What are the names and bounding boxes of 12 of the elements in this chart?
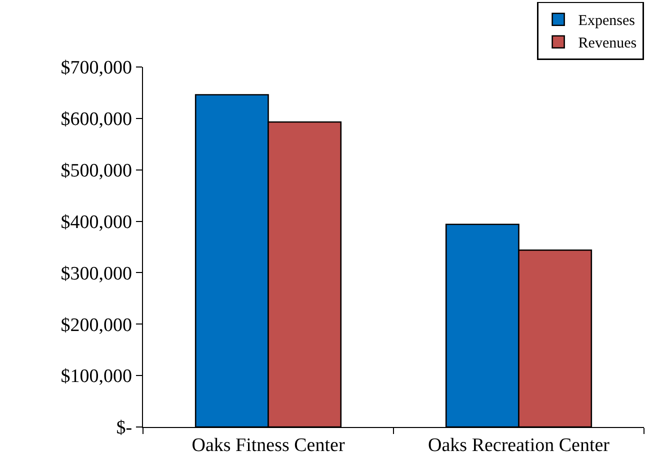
y-tick-label: $200,000	[60, 314, 132, 336]
legend-label: Revenues	[578, 36, 637, 52]
y-tick-label: $400,000	[60, 212, 132, 233]
y-tick-label: $500,000	[60, 160, 132, 182]
x-tick-label: Oaks Recreation Center	[428, 434, 610, 456]
y-tick-label: $100,000	[60, 366, 132, 388]
y-tick-label: $300,000	[60, 263, 132, 284]
y-tick-label: $600,000	[60, 109, 132, 130]
legend-label: Expenses	[578, 13, 636, 30]
x-tick-label: Oaks Fitness Center	[192, 434, 346, 456]
y-tick-label: $700,000	[60, 58, 132, 79]
y-tick-label: $-	[116, 418, 132, 439]
